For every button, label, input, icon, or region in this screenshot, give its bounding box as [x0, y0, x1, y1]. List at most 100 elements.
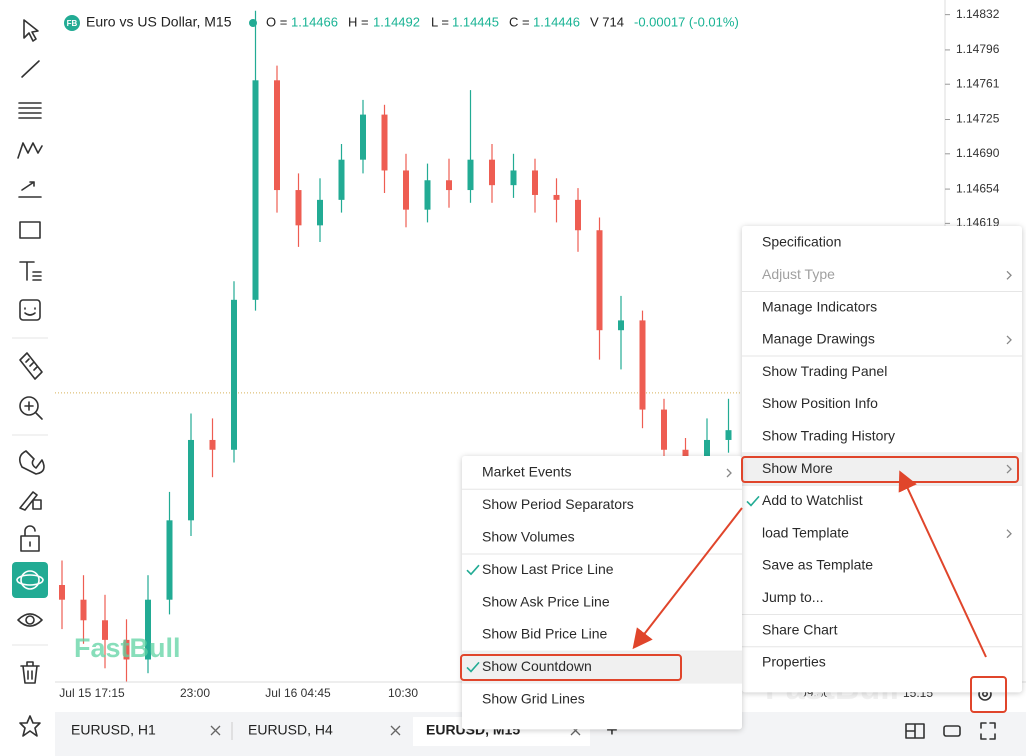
sync-tool-active[interactable]: [12, 562, 48, 598]
menu-item[interactable]: Show Trading Panel: [762, 363, 887, 379]
pattern-tool[interactable]: [17, 142, 43, 159]
x-tick-label: 10:30: [388, 686, 418, 700]
badge-text: FB: [67, 19, 78, 28]
submenu-arrow: [1006, 529, 1012, 539]
shape-tool[interactable]: [19, 221, 41, 239]
candle-body: [446, 180, 452, 191]
menu-item[interactable]: Manage Indicators: [762, 298, 877, 314]
zoom-glyph: [24, 401, 43, 420]
change: -0.00017 (-0.01%): [634, 14, 739, 29]
candle-body: [145, 599, 151, 660]
candle-body: [532, 170, 538, 195]
menu-item[interactable]: load Template: [762, 524, 849, 540]
submenu-arrow: [726, 468, 732, 478]
layout-button[interactable]: [905, 723, 925, 739]
menu-item[interactable]: Show Ask Price Line: [482, 593, 610, 609]
projection-tool[interactable]: [18, 181, 42, 198]
menu-item[interactable]: Show Position Info: [762, 395, 878, 411]
submenu-arrow: [1006, 464, 1012, 474]
menu-item[interactable]: Properties: [762, 654, 826, 670]
axes: 1.14832 1.14796 1.14761 1.14725 1.14690 1.146…: [59, 7, 999, 700]
menu-item[interactable]: Jump to...: [762, 589, 823, 605]
menu-check: [466, 564, 480, 576]
tab-close[interactable]: [210, 725, 221, 736]
candle-body: [575, 199, 581, 231]
status-dot: [249, 19, 257, 27]
tab[interactable]: [58, 717, 230, 746]
menu-item[interactable]: Show Grid Lines: [482, 691, 585, 707]
tab-close[interactable]: [390, 725, 401, 736]
highlight-box: [460, 654, 682, 681]
ohlc-label: C =: [509, 14, 530, 29]
candle-body: [295, 190, 302, 226]
plot-area: [55, 10, 945, 682]
highlight-box: [970, 676, 1007, 713]
x-tick-label: 23:00: [180, 686, 210, 700]
candle-body: [59, 585, 65, 600]
y-tick-label: 1.14690: [956, 146, 1000, 160]
lock-tool[interactable]: [20, 525, 40, 552]
zoom-tool[interactable]: [19, 396, 39, 416]
tab-label: EURUSD, H1: [71, 722, 156, 738]
fullscreen-button[interactable]: [980, 722, 996, 740]
candle-body: [682, 449, 689, 460]
ohlc-label: O =: [266, 14, 287, 29]
magnet-tool[interactable]: [18, 450, 45, 475]
menu-item[interactable]: Add to Watchlist: [762, 492, 863, 508]
tabs: EURUSD, H1 EURUSD, H4 EURUSD, M15: [58, 717, 590, 746]
menu-check: [746, 495, 760, 507]
ruler-tool[interactable]: [19, 352, 43, 380]
y-tick-label: 1.14796: [956, 42, 1000, 56]
menu-item-hover: [462, 651, 742, 684]
menu-item[interactable]: Show Volumes: [482, 529, 575, 545]
cursor-tool[interactable]: [23, 19, 39, 42]
add-tab[interactable]: +: [606, 719, 618, 741]
candle-body: [725, 430, 732, 440]
candle-body: [188, 439, 194, 521]
ohlc-label: H =: [348, 14, 369, 29]
menu-check: [466, 661, 480, 673]
context-menus: Specification Adjust Type Manage Indicator…: [462, 226, 1022, 730]
candle-body: [123, 639, 130, 660]
menu-item[interactable]: Show Bid Price Line: [482, 626, 608, 642]
menu-item[interactable]: Show Trading History: [762, 428, 895, 444]
highlight-box: [741, 456, 1019, 483]
text-tool[interactable]: [19, 261, 42, 281]
candle-body: [338, 159, 345, 200]
candle-body: [252, 80, 259, 300]
menu-item[interactable]: Manage Drawings: [762, 331, 875, 347]
candle-body: [553, 194, 560, 200]
watermark: FastBull: [74, 633, 181, 663]
candle-body: [274, 80, 280, 191]
menu-item[interactable]: Share Chart: [762, 621, 838, 637]
menu-item[interactable]: Show More: [762, 460, 833, 476]
toolbar: [12, 19, 48, 737]
candle-body: [639, 320, 646, 410]
fib-tool[interactable]: [18, 102, 42, 119]
menu-item[interactable]: Show Period Separators: [482, 496, 634, 512]
panel-button[interactable]: [943, 725, 961, 737]
visibility-tool[interactable]: [17, 613, 43, 627]
sync-glyph: [20, 570, 40, 590]
annotation-arrow: [898, 470, 987, 658]
menu-item[interactable]: Show Last Price Line: [482, 561, 614, 577]
y-tick-label: 1.14761: [956, 76, 1000, 90]
delete-tool[interactable]: [20, 661, 40, 684]
emoji-tool[interactable]: [19, 299, 41, 321]
favorite-tool[interactable]: [19, 715, 41, 737]
eye-pupil: [25, 615, 35, 625]
menu-item: Adjust Type: [762, 266, 835, 282]
menu-item[interactable]: Save as Template: [762, 557, 873, 573]
candle-body: [360, 114, 366, 160]
menu-item[interactable]: Show Countdown: [482, 658, 592, 674]
menu-item[interactable]: Specification: [762, 234, 841, 250]
volume: V 714: [590, 14, 624, 29]
symbol-badge: [64, 15, 80, 31]
candle-body: [317, 199, 323, 226]
line-tool[interactable]: [21, 60, 40, 78]
tab[interactable]: [235, 717, 410, 746]
lock-drawing-tool[interactable]: [19, 491, 42, 511]
candle-body: [596, 230, 603, 331]
menu-item[interactable]: Market Events: [482, 464, 571, 480]
